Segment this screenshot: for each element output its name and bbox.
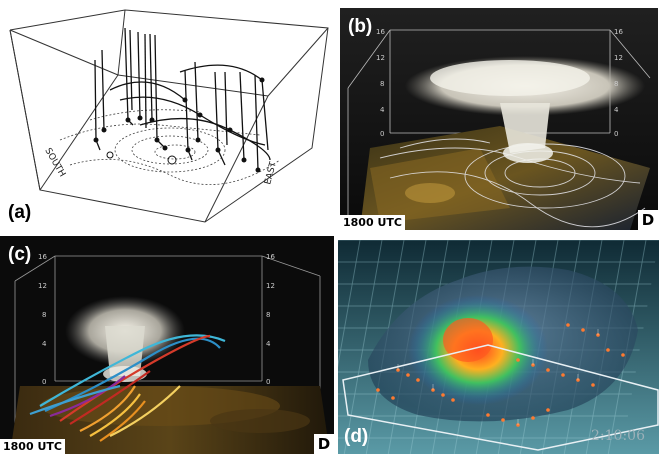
panel-a-wireframe: SOUTH EAST [9, 9, 329, 223]
panel-c-tick-left-8: 8 [42, 311, 46, 319]
panel-b-badge: D [638, 210, 658, 230]
panel-c-tick-left-0: 0 [42, 378, 46, 386]
panel-b-tick-right-8: 8 [614, 80, 618, 88]
panel-c-label: (c) [8, 244, 32, 265]
panel-b-tick-right-16: 16 [614, 28, 623, 36]
panel-b-tick-left-12: 12 [376, 54, 385, 62]
panel-c: 16 12 8 4 0 16 12 8 4 0 (c) 1800 UTC D [0, 236, 334, 454]
panel-b-tick-left-0: 0 [380, 130, 384, 138]
panel-a-label: (a) [8, 202, 32, 223]
panel-a-wall-label-east: EAST [263, 160, 279, 185]
panel-d: (d) 2:10:06 [338, 240, 659, 454]
panel-b-tick-right-4: 4 [614, 106, 619, 114]
panel-d-label: (d) [344, 426, 369, 447]
panel-c-tick-right-8: 8 [266, 311, 270, 319]
panel-b: 16 12 8 4 0 16 12 8 4 0 (b) 1800 UTC D [340, 8, 658, 230]
panel-c-tick-left-16: 16 [38, 253, 47, 261]
panel-b-tick-left-16: 16 [376, 28, 385, 36]
panel-c-tick-left-4: 4 [42, 340, 47, 348]
panel-c-render: 16 12 8 4 0 16 12 8 4 0 [0, 236, 334, 454]
panel-c-tick-left-12: 12 [38, 282, 47, 290]
panel-c-tick-right-0: 0 [266, 378, 270, 386]
panel-d-render [338, 240, 659, 454]
panel-b-tick-left-8: 8 [380, 80, 384, 88]
panel-b-time-label: 1800 UTC [340, 215, 405, 230]
panel-c-tick-right-16: 16 [266, 253, 275, 261]
panel-b-tick-right-0: 0 [614, 130, 618, 138]
panel-a: SOUTH EAST (a) [0, 0, 338, 230]
panel-c-tick-right-12: 12 [266, 282, 275, 290]
panel-c-badge: D [314, 434, 334, 454]
panel-d-clock: 2:10:06 [591, 428, 645, 444]
panel-b-tick-left-4: 4 [380, 106, 385, 114]
panel-c-time-label: 1800 UTC [0, 439, 65, 454]
panel-a-wall-label-south: SOUTH [42, 147, 66, 179]
panel-b-label: (b) [348, 16, 373, 37]
panel-c-tick-right-4: 4 [266, 340, 271, 348]
panel-b-render: 16 12 8 4 0 16 12 8 4 0 [340, 8, 658, 230]
panel-b-tick-right-12: 12 [614, 54, 623, 62]
